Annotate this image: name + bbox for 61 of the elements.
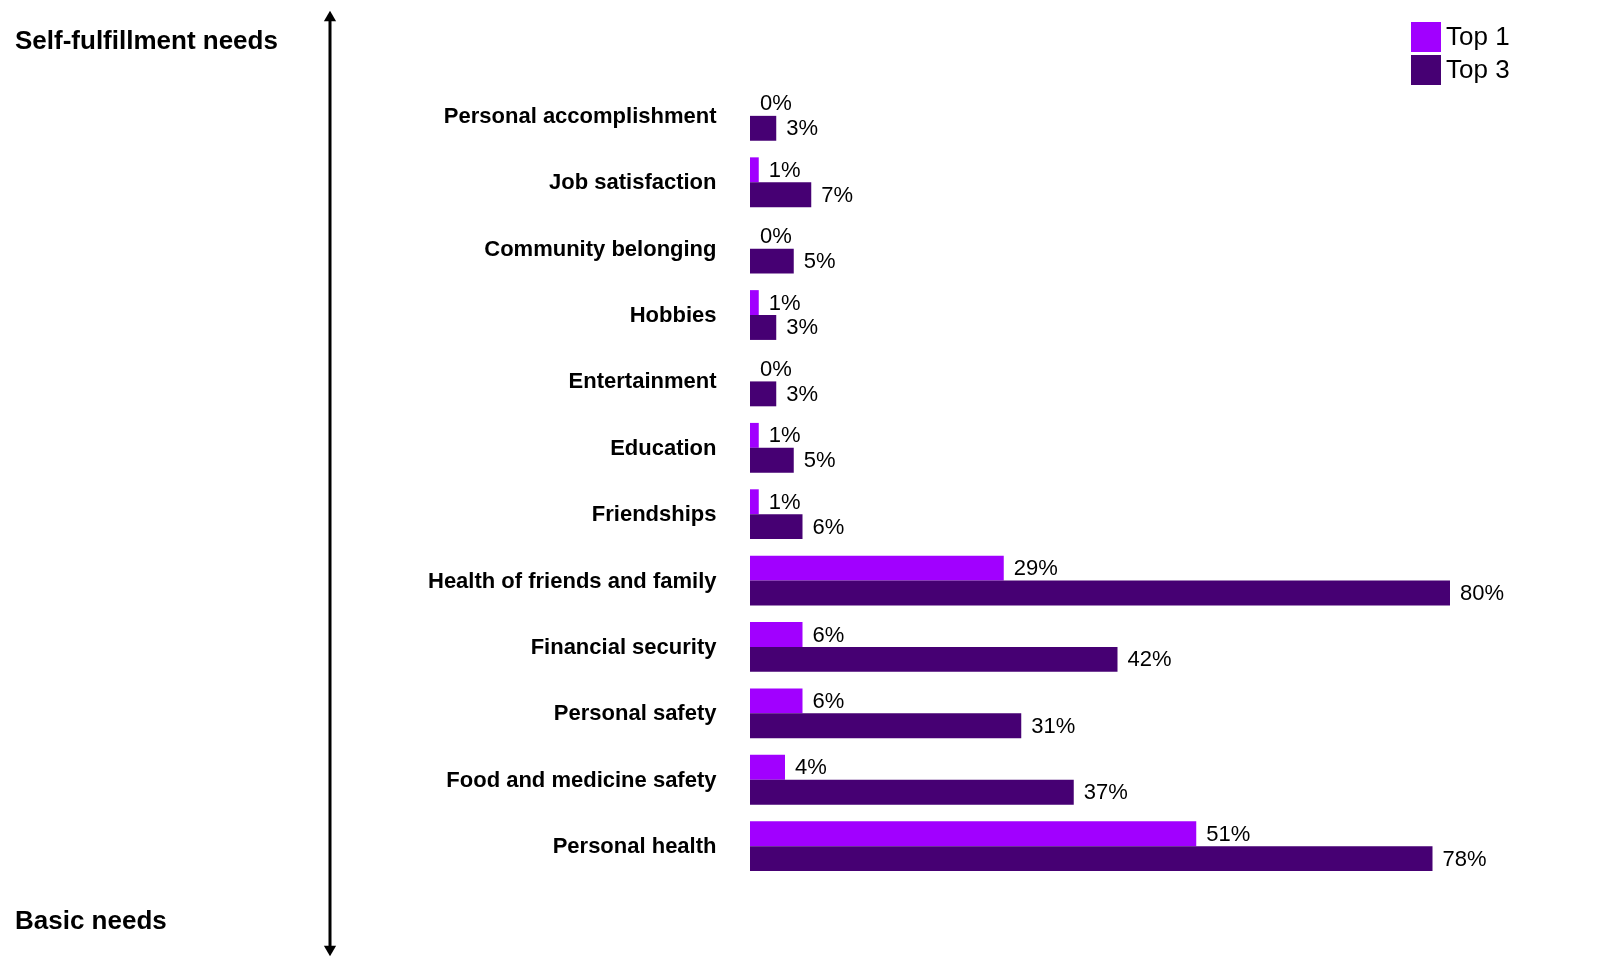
y-tick-label: Health of friends and family bbox=[428, 567, 718, 593]
text: Basic needs bbox=[15, 905, 167, 935]
y-tick-label: Financial security bbox=[530, 633, 718, 659]
bar bbox=[750, 754, 785, 780]
data-label: 1% bbox=[768, 488, 801, 514]
bar bbox=[750, 290, 759, 316]
data-label: 42% bbox=[1127, 646, 1172, 672]
bar bbox=[750, 447, 794, 473]
bar bbox=[750, 779, 1074, 805]
y-tick-label: Entertainment bbox=[568, 368, 718, 394]
data-label: 6% bbox=[812, 621, 845, 647]
text: Self-fulfillment needs bbox=[15, 25, 278, 55]
data-label: 0% bbox=[760, 90, 792, 116]
y-tick-label: Community belonging bbox=[484, 235, 717, 261]
y-tick-label: Personal safety bbox=[553, 700, 718, 726]
bar bbox=[750, 846, 1433, 872]
data-label: 6% bbox=[812, 687, 845, 713]
data-label: 5% bbox=[803, 248, 836, 274]
bar bbox=[750, 182, 812, 208]
data-label: 51% bbox=[1206, 820, 1251, 846]
data-label: 4% bbox=[795, 754, 827, 780]
y-tick-label: Food and medicine safety bbox=[446, 766, 718, 792]
bar bbox=[750, 555, 1004, 581]
y-tick-label: Job satisfaction bbox=[549, 169, 717, 195]
bar bbox=[750, 688, 803, 714]
data-label: 1% bbox=[768, 422, 801, 448]
data-label: 1% bbox=[768, 289, 801, 315]
data-label: 6% bbox=[812, 513, 845, 539]
bar bbox=[750, 157, 759, 183]
legend-label: Top 1 bbox=[1446, 21, 1510, 51]
legend-label: Top 3 bbox=[1446, 54, 1510, 84]
data-label: 0% bbox=[760, 355, 792, 381]
bar bbox=[750, 489, 759, 515]
data-label: 3% bbox=[786, 115, 819, 141]
y-tick-label: Friendships bbox=[591, 501, 717, 527]
y-tick-label: Personal health bbox=[552, 833, 717, 859]
y-tick-label: Hobbies bbox=[629, 302, 717, 328]
bar bbox=[750, 115, 777, 141]
bar bbox=[750, 248, 794, 274]
bar bbox=[750, 381, 777, 407]
bar bbox=[750, 622, 803, 647]
bar bbox=[750, 713, 1022, 739]
data-label: 1% bbox=[768, 156, 801, 182]
bar bbox=[750, 315, 777, 340]
bar bbox=[750, 646, 1118, 672]
data-label: 37% bbox=[1083, 779, 1128, 805]
bar bbox=[750, 821, 1197, 847]
data-label: 7% bbox=[821, 181, 854, 207]
data-label: 78% bbox=[1442, 845, 1487, 871]
y-tick-label: Education bbox=[610, 434, 717, 460]
bar bbox=[750, 514, 803, 540]
data-label: 3% bbox=[786, 380, 819, 406]
data-label: 80% bbox=[1460, 580, 1505, 606]
bar bbox=[750, 580, 1450, 606]
data-label: 3% bbox=[786, 314, 819, 340]
data-label: 31% bbox=[1031, 712, 1076, 738]
bar bbox=[750, 422, 759, 448]
data-label: 0% bbox=[760, 223, 792, 249]
y-tick-label: Personal accomplishment bbox=[443, 102, 718, 128]
data-label: 29% bbox=[1013, 555, 1058, 581]
data-label: 5% bbox=[803, 447, 836, 473]
